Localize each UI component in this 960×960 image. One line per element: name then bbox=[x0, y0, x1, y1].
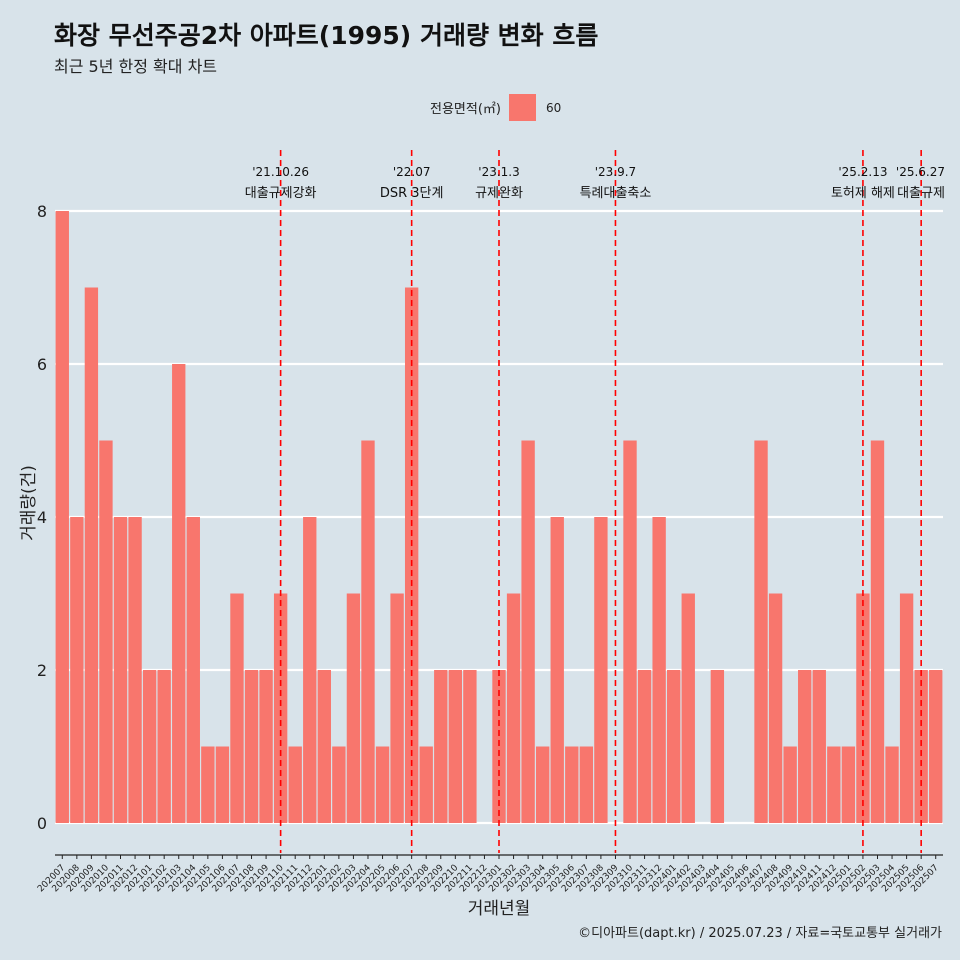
legend-label: 60 bbox=[545, 100, 562, 115]
bar bbox=[667, 670, 681, 823]
bar bbox=[201, 746, 215, 823]
bar bbox=[623, 440, 637, 823]
bar bbox=[535, 746, 550, 823]
bar bbox=[128, 517, 142, 823]
bar bbox=[841, 746, 856, 823]
bar bbox=[710, 670, 725, 823]
legend-swatch bbox=[508, 94, 536, 121]
bar bbox=[215, 746, 230, 823]
bar bbox=[929, 670, 943, 823]
bar bbox=[361, 440, 375, 823]
source-caption: ©디아파트(dapt.kr) / 2025.07.23 / 자료=국토교통부 실… bbox=[578, 926, 942, 941]
event-date-label: '23.9.7 bbox=[595, 165, 636, 179]
x-axis-title: 거래년월 bbox=[468, 899, 531, 919]
bar bbox=[375, 746, 390, 823]
bar bbox=[303, 517, 317, 823]
bar bbox=[142, 670, 157, 823]
event-date-label: '25.2.13 bbox=[838, 165, 887, 179]
bar bbox=[594, 517, 608, 823]
bar bbox=[157, 670, 171, 823]
legend-title: 전용면적(㎡) bbox=[430, 102, 501, 117]
legend: 전용면적(㎡) 60 bbox=[430, 94, 561, 121]
bar bbox=[259, 670, 273, 823]
chart-title: 화장 무선주공2차 아파트(1995) 거래량 변화 흐름 bbox=[54, 21, 599, 50]
bar bbox=[783, 746, 797, 823]
bar bbox=[419, 746, 433, 823]
event-label: 대출규제강화 bbox=[245, 186, 317, 201]
bar bbox=[448, 670, 463, 823]
bar bbox=[914, 670, 928, 823]
bar bbox=[870, 440, 885, 823]
y-axis-title: 거래량(건) bbox=[19, 465, 39, 541]
bar bbox=[492, 670, 506, 823]
bar bbox=[273, 593, 288, 823]
bar bbox=[463, 670, 477, 823]
bar bbox=[84, 287, 99, 823]
bar bbox=[681, 593, 695, 823]
y-tick-label: 4 bbox=[37, 508, 47, 527]
bar bbox=[812, 670, 826, 823]
bar bbox=[856, 593, 870, 823]
bar bbox=[899, 593, 914, 823]
bar bbox=[317, 670, 331, 823]
event-label: 대출규제 bbox=[897, 186, 945, 201]
y-tick-label: 6 bbox=[37, 355, 47, 374]
bar bbox=[565, 746, 579, 823]
event-date-label: '23.1.3 bbox=[478, 165, 519, 179]
y-tick-label: 2 bbox=[37, 661, 47, 680]
bar bbox=[332, 746, 346, 823]
bar bbox=[506, 593, 521, 823]
bar bbox=[798, 670, 812, 823]
bar bbox=[521, 440, 535, 823]
event-label: DSR 3단계 bbox=[380, 186, 444, 201]
bar bbox=[754, 440, 768, 823]
bar bbox=[113, 517, 128, 823]
y-tick-label: 8 bbox=[37, 202, 47, 221]
event-label: 특례대출축소 bbox=[580, 186, 652, 201]
event-date-label: '21.10.26 bbox=[252, 165, 309, 179]
y-tick-label: 0 bbox=[37, 814, 47, 833]
bar bbox=[434, 670, 448, 823]
bar bbox=[172, 364, 186, 823]
chart-subtitle: 최근 5년 한정 확대 차트 bbox=[54, 57, 218, 76]
event-date-label: '22.07 bbox=[393, 165, 431, 179]
bar bbox=[390, 593, 404, 823]
bar bbox=[186, 517, 200, 823]
bar bbox=[230, 593, 244, 823]
bar bbox=[99, 440, 113, 823]
event-date-label: '25.6.27 bbox=[896, 165, 945, 179]
bar bbox=[288, 746, 302, 823]
bar bbox=[768, 593, 783, 823]
bar bbox=[550, 517, 564, 823]
bar bbox=[652, 517, 666, 823]
bar bbox=[579, 746, 594, 823]
bar bbox=[346, 593, 361, 823]
bar bbox=[244, 670, 259, 823]
bar bbox=[827, 746, 841, 823]
bar bbox=[55, 211, 69, 823]
bar bbox=[637, 670, 652, 823]
bar bbox=[70, 517, 84, 823]
bar bbox=[885, 746, 899, 823]
event-label: 규제완화 bbox=[475, 186, 523, 201]
event-label: 토허제 해제 bbox=[831, 186, 895, 201]
